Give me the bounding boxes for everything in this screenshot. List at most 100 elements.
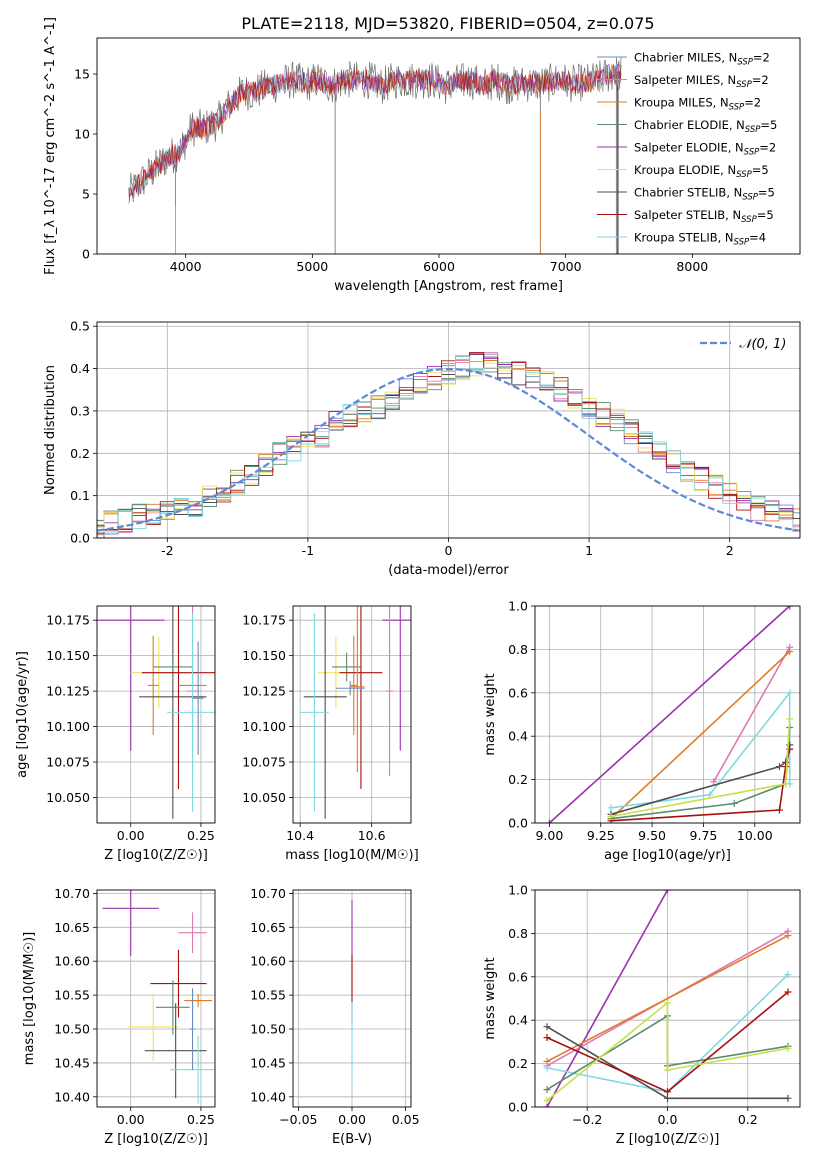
y-axis-label: age [log10(age/yr)] [15, 651, 30, 778]
x-tick-label: 0.00 [117, 828, 145, 843]
residuals-axes: -2 -1 0 1 2 0.0 0.1 0.2 0.3 0.4 0.5 (data-model)/er… [43, 319, 800, 578]
y-tick-label: 10.45 [54, 1055, 90, 1070]
x-tick-label: 0.25 [187, 1112, 215, 1127]
y-tick-label: 0.2 [508, 772, 528, 787]
spectrum-line [128, 63, 622, 198]
weight-line [610, 749, 791, 822]
weight-marker [782, 763, 790, 771]
mass-vs-age-frame [292, 605, 412, 824]
z-vs-weight-frame [534, 889, 801, 1108]
y-tick-label: 10.175 [46, 613, 90, 628]
weight-marker [607, 812, 615, 820]
weight-marker [786, 648, 794, 656]
weight-marker [664, 890, 671, 894]
legend-label: Kroupa MILES, NSSP=2 [634, 96, 761, 113]
x-tick-label: -2 [161, 543, 173, 558]
weight-marker [664, 999, 671, 1007]
histogram-step [97, 356, 800, 538]
y-axis-label: mass weight [483, 673, 498, 755]
ebv-vs-mass-axes: −0.05 0.00 0.05 10.40 10.45 10.50 10.55 10.60 10… [250, 886, 419, 1147]
x-tick-label: 0.0 [658, 1112, 678, 1127]
weight-marker [775, 806, 783, 814]
residual-histograms [97, 352, 800, 538]
weight-line [546, 1001, 789, 1102]
y-tick-label: 10.40 [250, 1089, 286, 1104]
x-tick-label: 8000 [676, 259, 708, 274]
weight-marker [545, 819, 553, 823]
x-axis-label: wavelength [Angstrom, rest frame] [334, 279, 563, 294]
y-tick-label: 0.1 [70, 488, 90, 503]
y-tick-label: 0.6 [508, 685, 528, 700]
z-vs-weight-lines [543, 890, 792, 1107]
weight-marker [664, 1066, 671, 1074]
x-axis-label: E(B-V) [332, 1132, 372, 1147]
y-axis-label: mass weight [483, 957, 498, 1039]
y-tick-label: 10.40 [54, 1089, 90, 1104]
y-tick-label: 10.55 [54, 988, 90, 1003]
y-tick-label: 0.8 [508, 642, 528, 657]
weight-marker [706, 791, 714, 799]
y-tick-label: 10.050 [242, 790, 286, 805]
x-tick-label: 10.6 [358, 828, 386, 843]
y-tick-label: 0.4 [508, 729, 528, 744]
y-tick-label: 10 [74, 127, 90, 142]
y-tick-label: 0.0 [70, 531, 90, 546]
y-tick-label: 10.050 [46, 790, 90, 805]
y-tick-label: 10.50 [250, 1022, 286, 1037]
legend-label: Kroupa ELODIE, NSSP=5 [634, 163, 769, 180]
y-tick-label: 0.4 [508, 1013, 528, 1028]
y-axis-label: mass [log10(M/M☉)] [22, 932, 37, 1065]
weight-marker [664, 1094, 671, 1102]
x-axis-label: mass [log10(M/M☉)] [285, 848, 418, 863]
weight-marker [543, 1096, 551, 1104]
x-tick-label: 9.50 [638, 828, 666, 843]
weight-marker [784, 932, 792, 940]
z-vs-mass-frame [96, 889, 216, 1108]
y-tick-label: 10.60 [250, 954, 286, 969]
x-tick-label: 4000 [170, 259, 202, 274]
x-tick-label: 9.00 [535, 828, 563, 843]
x-tick-label: 0.05 [392, 1112, 420, 1127]
x-axis-label: (data-model)/error [388, 563, 509, 578]
y-tick-label: 0.0 [508, 816, 528, 831]
x-tick-label: 9.25 [587, 828, 615, 843]
x-tick-label: 2 [726, 543, 734, 558]
y-tick-label: 1.0 [508, 599, 528, 614]
legend-label: Salpeter MILES, NSSP=2 [634, 73, 769, 90]
y-axis-label: Normed distribution [43, 365, 58, 495]
x-tick-label: 9.75 [690, 828, 718, 843]
weight-marker [543, 1023, 551, 1031]
z-vs-age-frame [96, 605, 216, 824]
weight-marker [784, 971, 792, 979]
weight-marker [782, 780, 790, 788]
x-tick-label: 6000 [423, 259, 455, 274]
weight-marker [784, 1094, 792, 1102]
mass-vs-age-axes: 10.4 10.6 10.050 10.075 10.100 10.125 10.150 10… [242, 606, 419, 863]
weight-line [548, 606, 791, 823]
y-tick-label: 10.150 [46, 648, 90, 663]
y-tick-label: 10.70 [250, 886, 286, 901]
weight-marker [775, 763, 783, 771]
x-tick-label: 5000 [296, 259, 328, 274]
y-tick-label: 10.65 [54, 920, 90, 935]
spectrum-legend: Chabrier MILES, NSSP=2 Salpeter MILES, NS… [597, 51, 777, 248]
ebv-vs-mass-frame [292, 889, 412, 1108]
weight-line [610, 651, 791, 820]
age-vs-weight-frame [534, 605, 801, 824]
y-tick-label: 0.5 [70, 319, 90, 334]
y-tick-label: 10.075 [242, 755, 286, 770]
y-tick-label: 10.100 [242, 719, 286, 734]
z-vs-mass-errorbars [102, 890, 215, 1104]
y-tick-label: 0.6 [508, 969, 528, 984]
y-tick-label: 10.175 [242, 613, 286, 628]
weight-line [610, 718, 791, 818]
weight-marker [784, 1044, 792, 1052]
y-tick-label: 10.150 [242, 648, 286, 663]
z-vs-mass-axes: 0.00 0.25 10.40 10.45 10.50 10.55 10.60 10.65 10… [22, 886, 215, 1147]
weight-marker [543, 1103, 551, 1107]
y-tick-label: 10.125 [46, 684, 90, 699]
mass-vs-age-errorbars [300, 606, 411, 819]
weight-marker [786, 715, 794, 723]
x-tick-label: 10.4 [286, 828, 314, 843]
legend-label: Chabrier STELIB, NSSP=5 [634, 186, 775, 203]
